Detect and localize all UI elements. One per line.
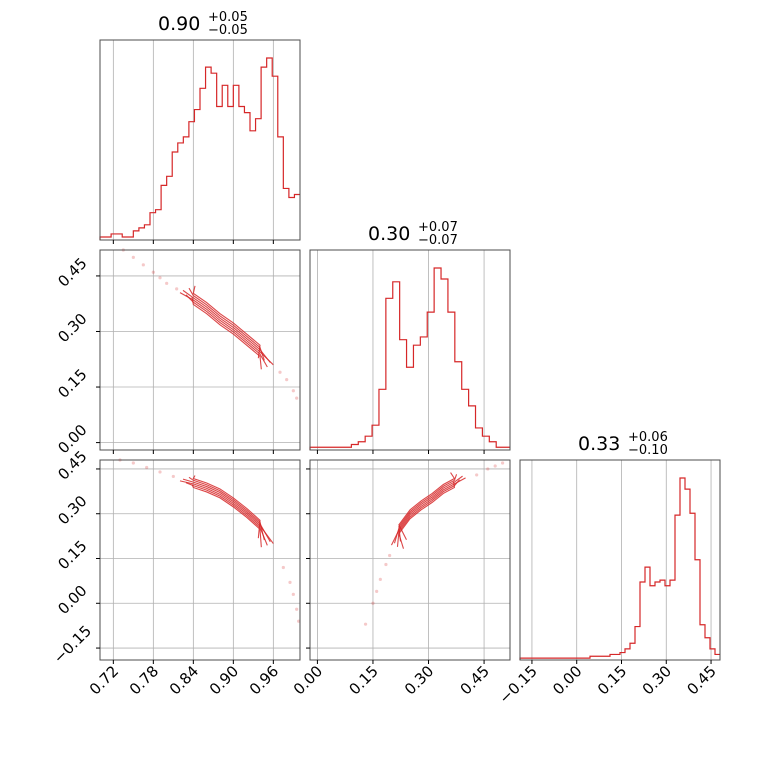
density-contour [192, 285, 261, 359]
density-contour [182, 289, 271, 363]
scatter-point [295, 607, 299, 611]
panel-frame [519, 459, 721, 661]
scatter-point [278, 370, 282, 374]
scatter-point [158, 470, 162, 474]
scatter-point [486, 467, 490, 471]
x-tick-label: 0.00 [549, 662, 585, 698]
y-tick-label: 0.45 [54, 254, 90, 290]
scatter-point [281, 565, 285, 570]
scatter-point [288, 580, 292, 584]
hist-panel-2: 0.33 +0.06−0.10 [519, 430, 721, 664]
param-plus-error: +0.06 [628, 430, 668, 445]
y-tick-label: 0.00 [54, 582, 90, 618]
scatter-point [297, 619, 301, 623]
param-median-title: 0.90 [158, 13, 200, 35]
panel-frame [99, 39, 301, 241]
density-contour [393, 475, 463, 544]
density-contour [192, 475, 261, 539]
scatter-point [388, 553, 392, 558]
hist-panel-1: 0.30 +0.07−0.07 [309, 220, 511, 454]
y-tick-label: 0.15 [54, 365, 90, 401]
param-plus-error: +0.05 [208, 10, 248, 25]
density-contour [398, 472, 456, 540]
scatter-point [151, 270, 155, 274]
density-contour [188, 287, 265, 361]
scatter-point [493, 464, 497, 468]
x-tick-label: 0.30 [639, 662, 675, 698]
scatter-point [145, 465, 149, 470]
param-median-title: 0.33 [578, 433, 620, 455]
param-minus-error: −0.07 [418, 233, 458, 248]
scatter-point [158, 276, 162, 280]
density-contour [191, 296, 262, 370]
density-contour [188, 476, 265, 541]
param-plus-error: +0.07 [418, 220, 458, 235]
param-minus-error: −0.10 [628, 443, 668, 458]
y-tick-label: 0.15 [54, 537, 90, 573]
scatter-point [291, 592, 295, 596]
x-tick-label: 0.45 [457, 662, 493, 698]
density-contour [191, 484, 262, 548]
scatter-point [295, 396, 299, 400]
hist-step-0 [99, 57, 300, 240]
density-contour [398, 481, 456, 549]
scatter-point [363, 622, 368, 626]
x-tick-label: −0.15 [496, 662, 541, 707]
scatter-point [375, 589, 379, 593]
density-contour [398, 474, 458, 542]
scatter-panel-0-1 [96, 248, 301, 454]
scatter-panel-0-2 [96, 458, 301, 664]
param-median-title: 0.30 [368, 223, 410, 245]
hist-step-1 [309, 267, 510, 450]
scatter-point [175, 287, 179, 291]
panel-frame [309, 249, 511, 451]
panel-frame [99, 459, 301, 661]
scatter-panel-1-2 [306, 459, 511, 664]
scatter-point [141, 263, 145, 267]
scatter-point [285, 378, 289, 382]
x-tick-label: 0.72 [86, 662, 122, 698]
y-tick-label: 0.30 [54, 310, 90, 346]
x-tick-label: 0.15 [345, 662, 381, 698]
scatter-point [371, 601, 375, 605]
y-tick-label: 0.30 [54, 492, 90, 528]
scatter-point [475, 473, 479, 477]
hist-step-2 [519, 477, 720, 660]
scatter-point [171, 474, 175, 479]
x-tick-label: 0.96 [246, 662, 282, 698]
panel-frame [309, 459, 511, 661]
scatter-point [165, 281, 169, 285]
density-contour [185, 294, 268, 368]
param-minus-error: −0.05 [208, 23, 248, 38]
panel-frame [99, 249, 301, 451]
hist-panel-0: 0.90 +0.05−0.05 [99, 10, 301, 244]
density-contour [182, 478, 271, 543]
scatter-point [291, 389, 295, 393]
density-contour [179, 292, 274, 366]
x-tick-label: 0.00 [290, 662, 326, 698]
scatter-point [378, 577, 382, 582]
scatter-point [384, 562, 388, 567]
density-contour [185, 482, 268, 546]
x-tick-label: 0.30 [401, 662, 437, 698]
scatter-point [500, 461, 505, 465]
density-contour [179, 480, 274, 544]
x-tick-label: 0.15 [594, 662, 630, 698]
y-tick-label: −0.15 [50, 622, 95, 667]
x-tick-label: 0.78 [126, 662, 162, 698]
x-tick-label: 0.45 [684, 662, 720, 698]
scatter-point [131, 255, 135, 260]
scatter-point [131, 461, 135, 465]
x-tick-label: 0.90 [206, 662, 242, 698]
y-tick-label: 0.45 [54, 447, 90, 483]
x-tick-label: 0.84 [166, 662, 202, 698]
